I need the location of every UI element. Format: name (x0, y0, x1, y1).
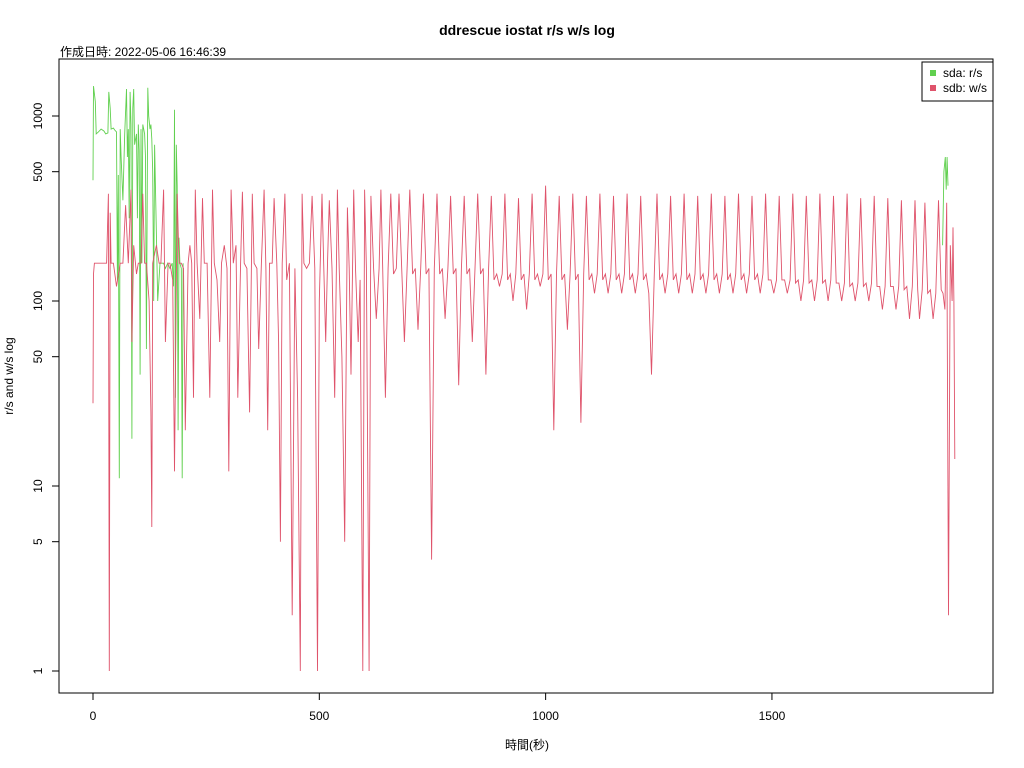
plot-frame (58, 58, 994, 694)
legend-label-sdb: sdb: w/s (943, 81, 987, 95)
y-tick-label: 500 (31, 161, 45, 181)
y-tick-label: 100 (31, 291, 45, 311)
chart-title: ddrescue iostat r/s w/s log (439, 22, 615, 38)
series-line-2 (942, 156, 949, 246)
legend-box (921, 61, 994, 102)
legend: sda: r/s sdb: w/s (921, 61, 994, 102)
y-tick-label: 50 (31, 350, 45, 364)
legend-swatch-sda (930, 70, 936, 76)
y-tick-label: 1 (31, 667, 45, 674)
y-tick-label: 10 (31, 479, 45, 493)
legend-label-sda: sda: r/s (943, 66, 982, 80)
y-tick-label: 1000 (31, 102, 45, 129)
x-tick-label: 500 (309, 709, 329, 723)
y-axis: 1 5 10 50 100 500 1000 (31, 102, 60, 674)
x-axis: 0 500 1000 1500 (90, 692, 786, 723)
legend-swatch-sdb (930, 85, 936, 91)
x-tick-label: 0 (90, 709, 97, 723)
series-line-1 (92, 185, 956, 672)
x-axis-label: 時間(秒) (505, 738, 549, 752)
data-lines (92, 86, 956, 672)
series-line-0 (92, 86, 184, 479)
y-tick-label: 5 (31, 538, 45, 545)
y-axis-label: r/s and w/s log (2, 337, 16, 414)
x-tick-label: 1500 (759, 709, 786, 723)
x-tick-label: 1000 (532, 709, 559, 723)
chart-subtitle: 作成日時: 2022-05-06 16:46:39 (60, 45, 226, 59)
